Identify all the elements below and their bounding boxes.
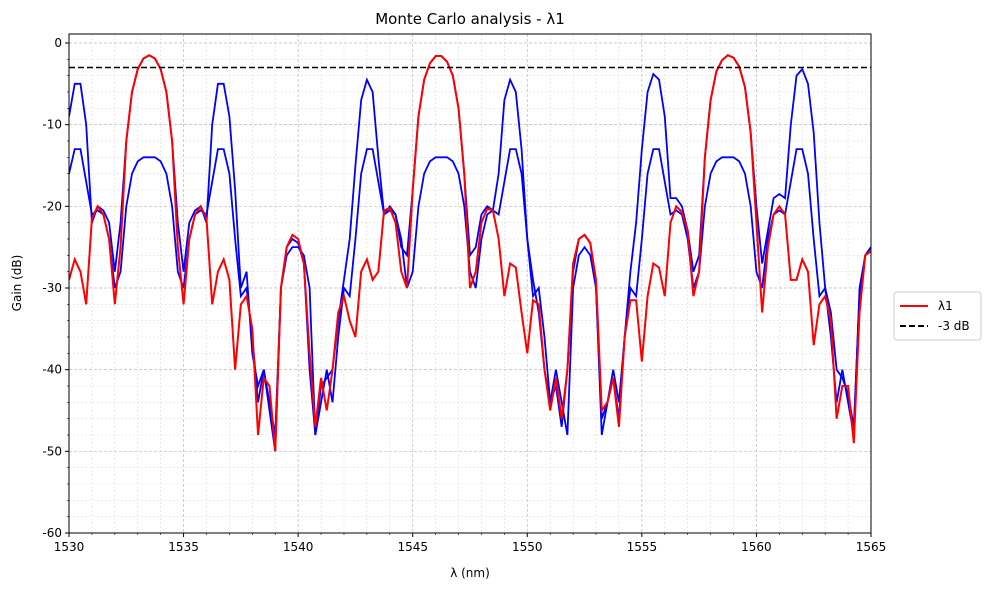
x-tick-label: 1565 [856,540,887,554]
series-line [69,54,871,452]
x-tick-label: 1535 [168,540,199,554]
y-axis-label: Gain (dB) [10,255,24,312]
y-tick-label: -40 [42,363,62,377]
y-tick-label: -50 [42,444,62,458]
y-tick-label: -30 [42,281,62,295]
chart-title: Monte Carlo analysis - λ1 [375,10,565,28]
y-tick-label: -20 [42,199,62,213]
x-tick-label: 1555 [627,540,658,554]
series-line [69,148,871,436]
legend-label: -3 dB [938,319,970,333]
x-tick-label: 1545 [397,540,428,554]
x-tick-label: 1550 [512,540,543,554]
y-tick-label: 0 [54,36,62,50]
y-tick-label: -10 [42,118,62,132]
series-line [69,54,871,452]
x-tick-label: 1540 [283,540,314,554]
y-tick-label: -60 [42,526,62,540]
plot-frame [68,33,872,534]
x-tick-label: 1530 [54,540,85,554]
legend-box [893,291,982,341]
legend-label: λ1 [938,299,953,313]
x-tick-label: 1560 [741,540,772,554]
x-axis-label: λ (nm) [450,566,490,580]
